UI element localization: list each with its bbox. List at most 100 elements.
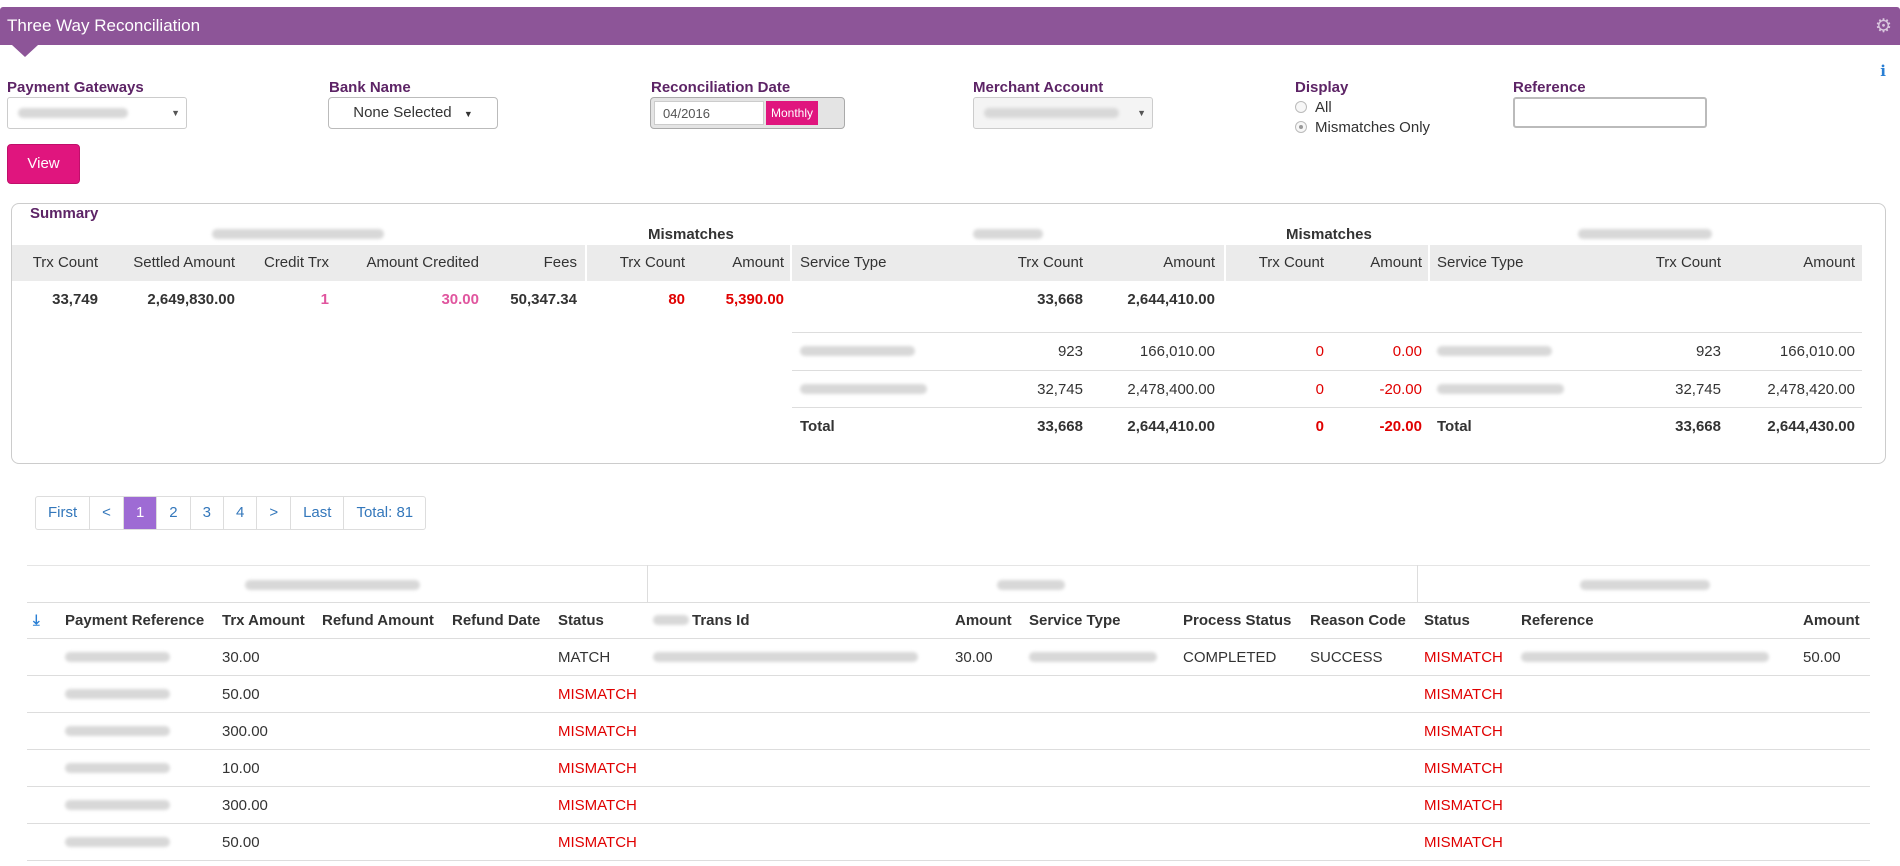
bank-service-type-name (1437, 346, 1552, 356)
gateway-fees: 50,347.34 (510, 291, 577, 308)
page-3[interactable]: 3 (191, 497, 224, 529)
th-status-2: Status (1424, 612, 1470, 629)
row-divider (27, 749, 1870, 750)
page-2[interactable]: 2 (157, 497, 191, 529)
reference (1521, 652, 1769, 662)
th-amount: Amount (955, 612, 1012, 629)
trx-amount: 300.00 (222, 797, 268, 814)
reconciliation-date-picker: Monthly (650, 97, 845, 129)
trx-amount: 30.00 (222, 649, 260, 666)
payment-gateways-label: Payment Gateways (7, 79, 144, 96)
merchant-account-label: Merchant Account (973, 79, 1104, 96)
bank-service-type-name (1437, 384, 1564, 394)
bank-header-bar (1430, 245, 1862, 281)
gateway-header-bar (12, 245, 585, 281)
row-divider (27, 675, 1870, 676)
divider (792, 370, 1862, 371)
col-trx-count: Trx Count (32, 254, 98, 271)
col-service-amount: Amount (1163, 254, 1215, 271)
pagination: First < 1 2 3 4 > Last Total: 81 (35, 496, 427, 530)
radio-checked-icon (1295, 121, 1307, 133)
row-divider (27, 786, 1870, 787)
divider (27, 565, 1870, 566)
col-bank-trx-count: Trx Count (1655, 254, 1721, 271)
bank-total-label: Total (1437, 418, 1472, 435)
th-reference: Reference (1521, 612, 1594, 629)
trx-amount: 300.00 (222, 723, 268, 740)
payment-group-title (973, 229, 1043, 239)
col-credit-trx: Credit Trx (263, 254, 329, 271)
trx-amount: 50.00 (222, 834, 260, 851)
page-1[interactable]: 1 (123, 497, 158, 529)
reference-input[interactable] (1513, 97, 1707, 128)
page-4[interactable]: 4 (224, 497, 258, 529)
monthly-button[interactable]: Monthly (766, 101, 818, 125)
bank-group-title (1578, 229, 1712, 239)
status-2: MISMATCH (1424, 649, 1503, 666)
page-last[interactable]: Last (291, 497, 345, 529)
bank-name-dropdown[interactable]: None Selected ▼ (328, 97, 498, 129)
mismatches-group-title: Mismatches (648, 226, 734, 243)
download-icon[interactable]: ⤓ (33, 612, 40, 629)
th-amount-2: Amount (1803, 612, 1860, 629)
reconciliation-date-label: Reconciliation Date (651, 79, 791, 96)
payment-gateways-select[interactable]: ▼ (7, 97, 187, 129)
view-button[interactable]: View (7, 144, 80, 184)
bank-amount: 166,010.00 (1779, 343, 1855, 360)
row-divider (27, 823, 1870, 824)
col-settled-amount: Settled Amount (133, 254, 235, 271)
divider (792, 332, 1862, 333)
reconciliation-date-input[interactable] (654, 101, 764, 125)
th-refund-amount: Refund Amount (322, 612, 434, 629)
service-type-name (800, 346, 915, 356)
status: MATCH (558, 649, 611, 666)
total-mismatch-trx: 0 (1315, 418, 1324, 435)
title-bar: Three Way Reconciliation ⚙ (0, 7, 1900, 45)
total-mismatch-amount: -20.00 (1379, 418, 1422, 435)
merchant-account-select[interactable]: ▼ (973, 97, 1153, 129)
gateway-trx-count: 33,749 (52, 291, 98, 308)
status-2: MISMATCH (1424, 834, 1503, 851)
col-service-trx-count: Trx Count (1017, 254, 1083, 271)
page-prev[interactable]: < (90, 497, 124, 529)
payment-section-title (997, 580, 1065, 590)
total-trx: 33,668 (1037, 418, 1083, 435)
gateway-group-title (212, 229, 384, 239)
th-service-type: Service Type (1029, 612, 1121, 629)
status-2: MISMATCH (1424, 686, 1503, 703)
col-mismatch-amount-2: Amount (1370, 254, 1422, 271)
service-trx: 923 (1057, 343, 1083, 360)
col-service-type: Service Type (800, 254, 887, 271)
divider (792, 407, 1862, 408)
summary-title: Summary (30, 205, 99, 222)
section-divider (647, 565, 648, 602)
th-reason-code: Reason Code (1310, 612, 1406, 629)
total-amount: 2,644,410.00 (1127, 418, 1215, 435)
col-bank-amount: Amount (1803, 254, 1855, 271)
status-2: MISMATCH (1424, 797, 1503, 814)
process-status: COMPLETED (1183, 649, 1277, 666)
payment-reference (65, 800, 170, 810)
page-first[interactable]: First (36, 497, 91, 529)
bank-amount: 2,478,420.00 (1767, 381, 1855, 398)
info-icon[interactable]: i (1880, 62, 1886, 80)
display-mismatches-radio[interactable]: Mismatches Only (1295, 119, 1430, 136)
status: MISMATCH (558, 760, 637, 777)
status-2: MISMATCH (1424, 760, 1503, 777)
payment-total-amount-top: 2,644,410.00 (1127, 291, 1215, 308)
col-mismatch-trx-count-2: Trx Count (1258, 254, 1324, 271)
row-divider (27, 860, 1870, 861)
service-amount: 166,010.00 (1139, 343, 1215, 360)
gateway-section-title (245, 580, 420, 590)
gear-icon[interactable]: ⚙ (1874, 16, 1892, 37)
amount: 30.00 (955, 649, 993, 666)
page-next[interactable]: > (257, 497, 292, 529)
page-title: Three Way Reconciliation (7, 16, 201, 35)
display-all-label: All (1315, 99, 1332, 116)
bank-name-value: None Selected (353, 104, 452, 121)
bank-trx: 32,745 (1675, 381, 1721, 398)
summary-panel (11, 203, 1886, 464)
display-all-radio[interactable]: All (1295, 99, 1332, 116)
service-mismatch-amount: -20.00 (1379, 381, 1422, 398)
payment-reference (65, 726, 170, 736)
